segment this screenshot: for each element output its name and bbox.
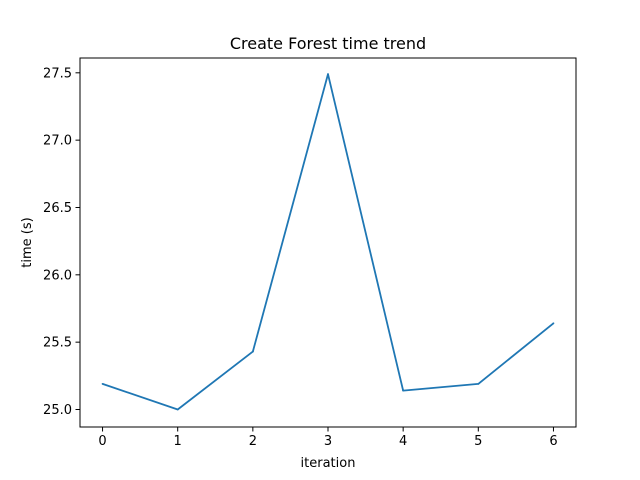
- x-tick-label: 6: [549, 434, 557, 449]
- x-tick-label: 1: [174, 434, 182, 449]
- x-axis-label: iteration: [301, 456, 356, 471]
- data-point: [327, 73, 329, 76]
- y-tick-label: 26.0: [43, 268, 72, 283]
- y-tick-label: 27.5: [43, 66, 72, 81]
- data-point: [477, 383, 480, 385]
- x-tick-label: 3: [324, 434, 332, 449]
- x-axis-ticks: 0 1 2 3 4 5 6: [98, 427, 558, 449]
- y-axis-label: time (s): [20, 217, 35, 267]
- plot-area-frame: [79, 57, 577, 428]
- y-tick-label: 25.5: [43, 336, 72, 351]
- series-layer: [101, 73, 555, 411]
- data-point: [176, 408, 179, 411]
- x-tick-label: 2: [249, 434, 257, 449]
- y-tick-label: 27.0: [43, 134, 72, 149]
- x-tick-label: 5: [474, 434, 482, 449]
- y-axis-ticks: 25.0 25.5 26.0 26.5 27.0 27.5: [43, 66, 80, 418]
- x-tick-label: 0: [98, 434, 106, 449]
- data-point: [101, 383, 104, 385]
- data-point: [251, 350, 254, 353]
- y-tick-label: 26.5: [43, 201, 72, 216]
- x-tick-label: 4: [399, 434, 407, 449]
- chart-title: Create Forest time trend: [230, 34, 426, 53]
- y-tick-label: 25.0: [43, 403, 72, 418]
- data-point: [402, 389, 405, 392]
- data-point: [552, 322, 555, 325]
